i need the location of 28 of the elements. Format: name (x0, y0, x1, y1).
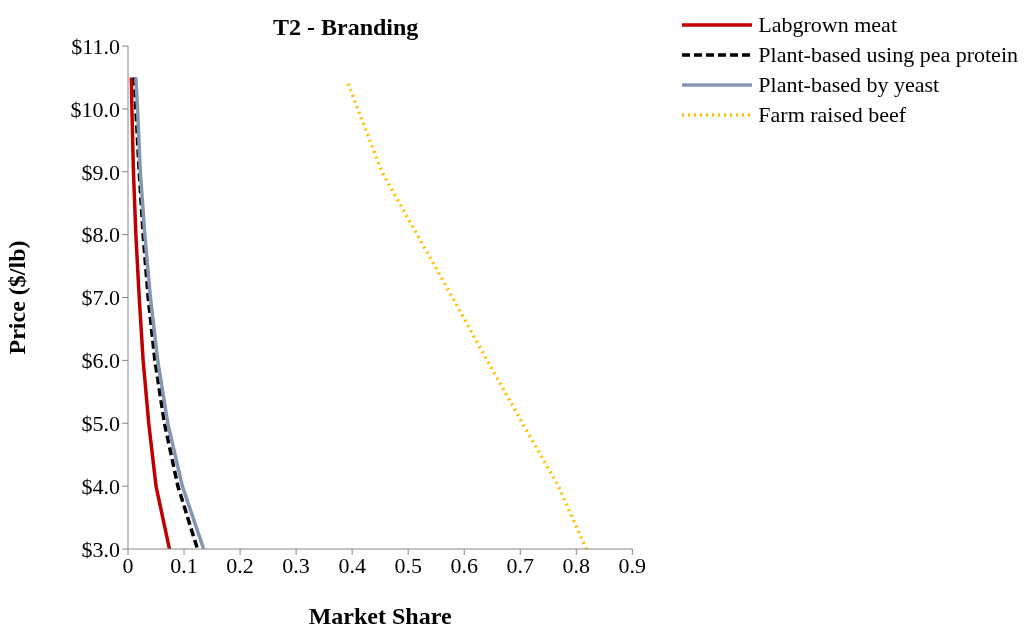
y-tick-label: $11.0 (71, 33, 120, 59)
y-tick-label: $8.0 (81, 222, 120, 248)
x-tick-label: 0.8 (562, 552, 591, 578)
chart-title: T2 - Branding (273, 14, 419, 41)
y-tick-label: $10.0 (70, 96, 120, 122)
legend-label: Plant-based using pea protein (758, 42, 1018, 68)
x-tick-label: 0.9 (618, 552, 647, 578)
y-tick-label: $4.0 (81, 473, 120, 499)
x-tick-label: 0.3 (282, 552, 310, 578)
x-tick-label: 0.5 (394, 552, 422, 578)
y-tick-label: $7.0 (81, 285, 120, 311)
x-tick-label: 0.2 (226, 552, 254, 578)
x-tick-label: 0.7 (506, 552, 535, 578)
line-series (129, 75, 172, 549)
legend-label: Farm raised beef (758, 102, 907, 128)
y-tick-label: $5.0 (81, 411, 120, 437)
x-tick-label: 0.6 (450, 552, 478, 578)
x-tick-label: 0.1 (170, 552, 198, 578)
legend-label: Labgrown meat (758, 12, 897, 38)
y-axis-title: Price ($/lb) (3, 240, 30, 355)
x-tick-label: 0.4 (338, 552, 366, 578)
y-tick-label: $3.0 (81, 536, 120, 562)
y-tick-label: $9.0 (81, 159, 120, 185)
legend-label: Plant-based by yeast (758, 72, 940, 98)
x-axis-title: Market Share (308, 603, 452, 627)
y-tick-label: $6.0 (81, 348, 120, 374)
x-tick-label: 0 (122, 552, 134, 578)
line-series (346, 81, 589, 549)
